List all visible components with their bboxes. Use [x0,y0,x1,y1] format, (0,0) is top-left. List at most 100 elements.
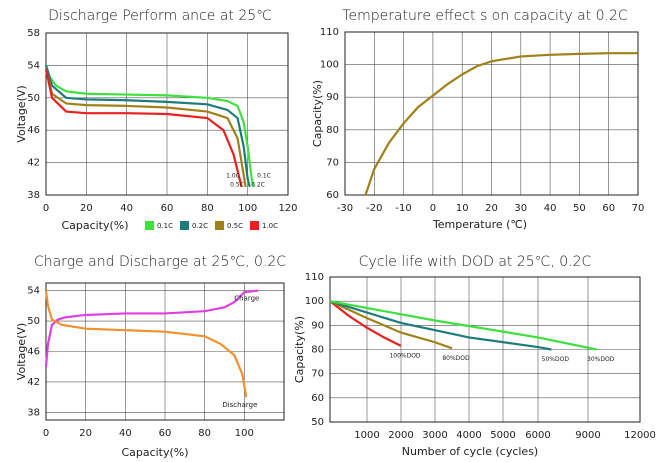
x-tick-label: 1000 [354,430,379,441]
y-tick-label: 80 [326,125,339,136]
x-tick-label: -20 [366,203,382,214]
legend-swatch [145,221,154,230]
chart-title: Cycle life with DOD at 25℃, 0.2C [359,254,592,270]
x-tick-label: 3000 [422,430,447,441]
y-tick-label: 42 [27,158,40,169]
series-label: 50%DOD [542,356,570,363]
x-tick-label: 50 [573,203,586,214]
legend-swatch [180,221,189,230]
y-tick-label: 100 [320,60,339,71]
x-tick-label: 9000 [575,430,600,441]
series-line [329,300,597,351]
x-tick-label: 100 [238,203,257,214]
y-tick-label: 110 [320,27,339,38]
legend-label: 0.1C [157,222,173,230]
x-tick-label: 40 [119,428,132,439]
x-tick-label: 2000 [388,430,413,441]
y-tick-label: 58 [27,28,40,39]
x-tick-label: 6000 [525,430,550,441]
y-axis-label: Capacity(%) [311,80,324,147]
series-line [44,65,251,188]
x-tick-label: 4000 [456,430,481,441]
y-tick-label: 42 [27,377,40,388]
x-axis-label: Capacity(%) [121,446,188,459]
x-tick-label: 60 [161,203,174,214]
x-tick-label: 60 [602,203,615,214]
y-tick-label: 80 [311,345,324,356]
chart-title: Temperature effect s on capacity at 0.2C [342,8,628,24]
x-tick-label: 80 [198,428,211,439]
legend-label: 0.5C [227,222,243,230]
series-line [44,69,243,188]
annotation: 0.2C [251,182,265,189]
legend-swatch [250,221,259,230]
x-tick-label: -10 [395,203,411,214]
series-line [364,52,638,196]
series-line [44,289,259,367]
plot-frame [329,276,641,423]
y-tick-label: 46 [27,347,40,358]
x-tick-label: 40 [544,203,557,214]
y-axis-label: Voltage(V) [15,323,28,380]
series-line [44,69,247,188]
series-line [329,300,402,347]
y-tick-label: 50 [27,93,40,104]
chart-title: Discharge Perform ance at 25℃ [48,8,272,24]
annotation: 1.0C [226,173,240,180]
series-line [329,300,552,351]
y-tick-label: 50 [311,417,324,428]
x-axis-label: Capacity(%) [61,219,128,232]
y-tick-label: 54 [27,286,40,297]
series-line [44,65,255,188]
x-tick-label: 80 [201,203,214,214]
y-tick-label: 60 [326,190,339,201]
series-line [329,300,453,350]
plot-frame [344,31,639,196]
series-label: Discharge [222,401,257,409]
chart-title: Charge and Discharge at 25℃, 0.2C [34,254,286,270]
y-tick-label: 60 [311,393,324,404]
x-tick-label: 0 [43,428,49,439]
x-tick-label: 0 [43,203,49,214]
y-tick-label: 70 [311,369,324,380]
y-tick-label: 38 [27,407,40,418]
y-tick-label: 38 [27,190,40,201]
y-tick-label: 90 [326,92,339,103]
x-tick-label: 20 [485,203,498,214]
y-tick-label: 46 [27,125,40,136]
series-label: Charge [234,295,259,303]
x-tick-label: -30 [337,203,353,214]
y-axis-label: Voltage(V) [15,85,28,142]
x-tick-label: 0 [430,203,436,214]
x-tick-label: 70 [632,203,645,214]
x-tick-label: 10 [456,203,469,214]
legend-swatch [215,221,224,230]
series-label: 30%DOD [587,356,615,363]
x-tick-label: 60 [159,428,172,439]
x-tick-label: 30 [514,203,527,214]
y-tick-label: 90 [311,320,324,331]
y-tick-label: 50 [27,316,40,327]
series-label: 80%DOD [442,355,470,362]
x-axis-label: Temperature (℃) [432,218,527,231]
plot-frame [45,282,285,421]
y-tick-label: 70 [326,157,339,168]
legend-label: 1.0C [262,222,278,230]
x-tick-label: 5000 [490,430,515,441]
y-axis-label: Capacity(%) [293,316,306,383]
x-tick-label: 100 [235,428,254,439]
annotation: 0.1C [257,173,271,180]
x-tick-label: 40 [120,203,133,214]
y-tick-label: 100 [305,296,324,307]
y-tick-label: 54 [27,60,40,71]
legend-label: 0.2C [192,222,208,230]
series-label: 100%DOD [389,352,420,359]
x-tick-label: 120 [278,203,297,214]
y-tick-label: 110 [305,272,324,283]
plot-frame [45,32,289,196]
series-line [44,290,248,398]
annotation: 0.5C [230,182,244,189]
x-tick-label: 20 [79,428,92,439]
x-tick-label: 20 [80,203,93,214]
